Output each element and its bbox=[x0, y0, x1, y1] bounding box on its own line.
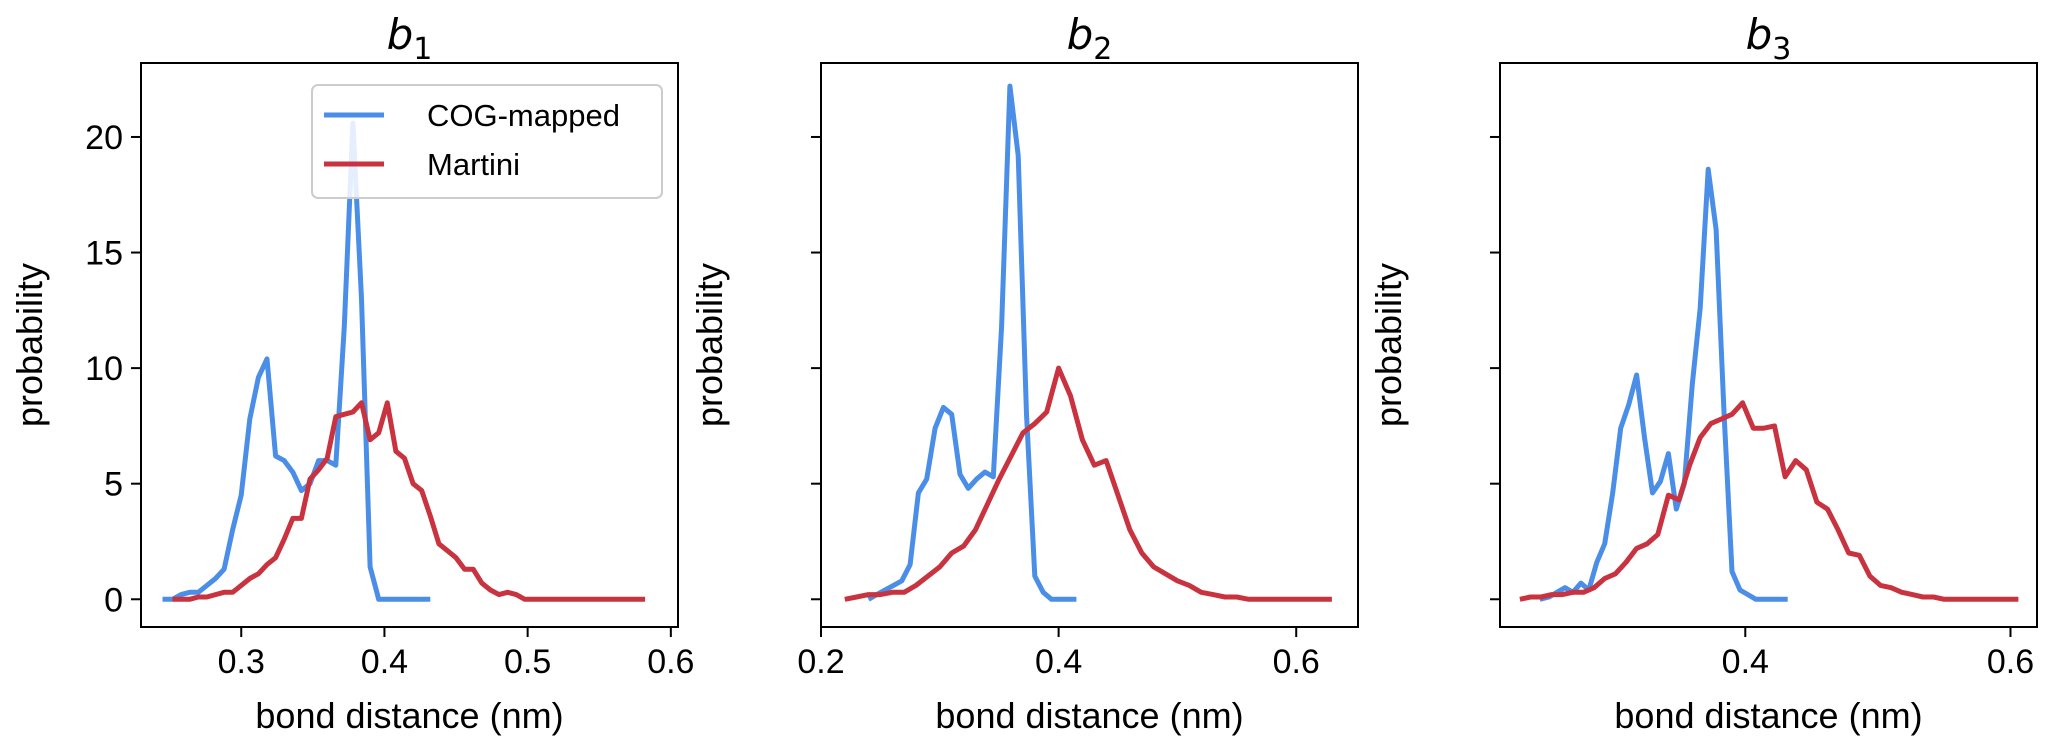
axes-frame bbox=[140, 62, 679, 628]
title-subscript: 2 bbox=[1093, 32, 1112, 67]
axes-frame bbox=[1499, 62, 2038, 628]
y-tick-label: 5 bbox=[104, 466, 123, 504]
legend-label-cog-mapped: COG-mapped bbox=[427, 98, 620, 133]
y-tick-label: 0 bbox=[104, 581, 123, 619]
x-tick-label: 0.5 bbox=[504, 643, 551, 681]
x-tick-label: 0.4 bbox=[1035, 643, 1082, 681]
legend-box bbox=[311, 84, 663, 199]
x-tick-label: 0.2 bbox=[797, 643, 844, 681]
legend: COG-mapped Martini bbox=[311, 84, 663, 199]
series-line-martini bbox=[1519, 400, 2019, 602]
panel-title: b2 bbox=[1067, 10, 1113, 67]
panel-title: b3 bbox=[1746, 10, 1792, 67]
y-axis-label: probability bbox=[1368, 263, 1409, 427]
title-subscript: 3 bbox=[1772, 32, 1791, 67]
title-main: b bbox=[1746, 10, 1773, 59]
series-line-cog-mapped bbox=[1539, 166, 1788, 602]
y-tick-label: 20 bbox=[85, 119, 123, 157]
series-line-cog-mapped bbox=[867, 83, 1077, 602]
y-axis-label: probability bbox=[9, 263, 50, 427]
x-tick-label: 0.4 bbox=[361, 643, 408, 681]
x-tick-label: 0.6 bbox=[647, 643, 694, 681]
x-axis-label: bond distance (nm) bbox=[255, 695, 563, 736]
chart-panel-1: 0.3 0.4 0.5 0.6 0 5 10 15 20 bond distance (nm) pr… bbox=[9, 10, 694, 736]
y-tick-label: 15 bbox=[85, 235, 123, 273]
x-axis-label: bond distance (nm) bbox=[935, 695, 1243, 736]
y-tick-label: 10 bbox=[85, 350, 123, 388]
panel-title: b1 bbox=[387, 10, 433, 67]
y-axis-label: probability bbox=[689, 263, 730, 427]
legend-label-martini: Martini bbox=[427, 147, 520, 182]
series-line-martini bbox=[172, 400, 646, 602]
series-line-cog-mapped bbox=[162, 120, 431, 602]
series-line-martini bbox=[844, 365, 1332, 602]
x-tick-label: 0.3 bbox=[218, 643, 265, 681]
title-main: b bbox=[387, 10, 414, 59]
x-axis-label: bond distance (nm) bbox=[1614, 695, 1922, 736]
x-tick-label: 0.6 bbox=[1273, 643, 1320, 681]
x-tick-label: 0.4 bbox=[1722, 643, 1769, 681]
title-main: b bbox=[1067, 10, 1094, 59]
chart-panel-2: 0.2 0.4 0.6 bond distance (nm) probability b2 bbox=[689, 10, 1359, 736]
x-tick-label: 0.6 bbox=[1987, 643, 2034, 681]
axes-frame bbox=[820, 62, 1359, 628]
chart-panel-3: 0.4 0.6 bond distance (nm) probability b3 bbox=[1368, 10, 2038, 736]
title-subscript: 1 bbox=[413, 32, 432, 67]
